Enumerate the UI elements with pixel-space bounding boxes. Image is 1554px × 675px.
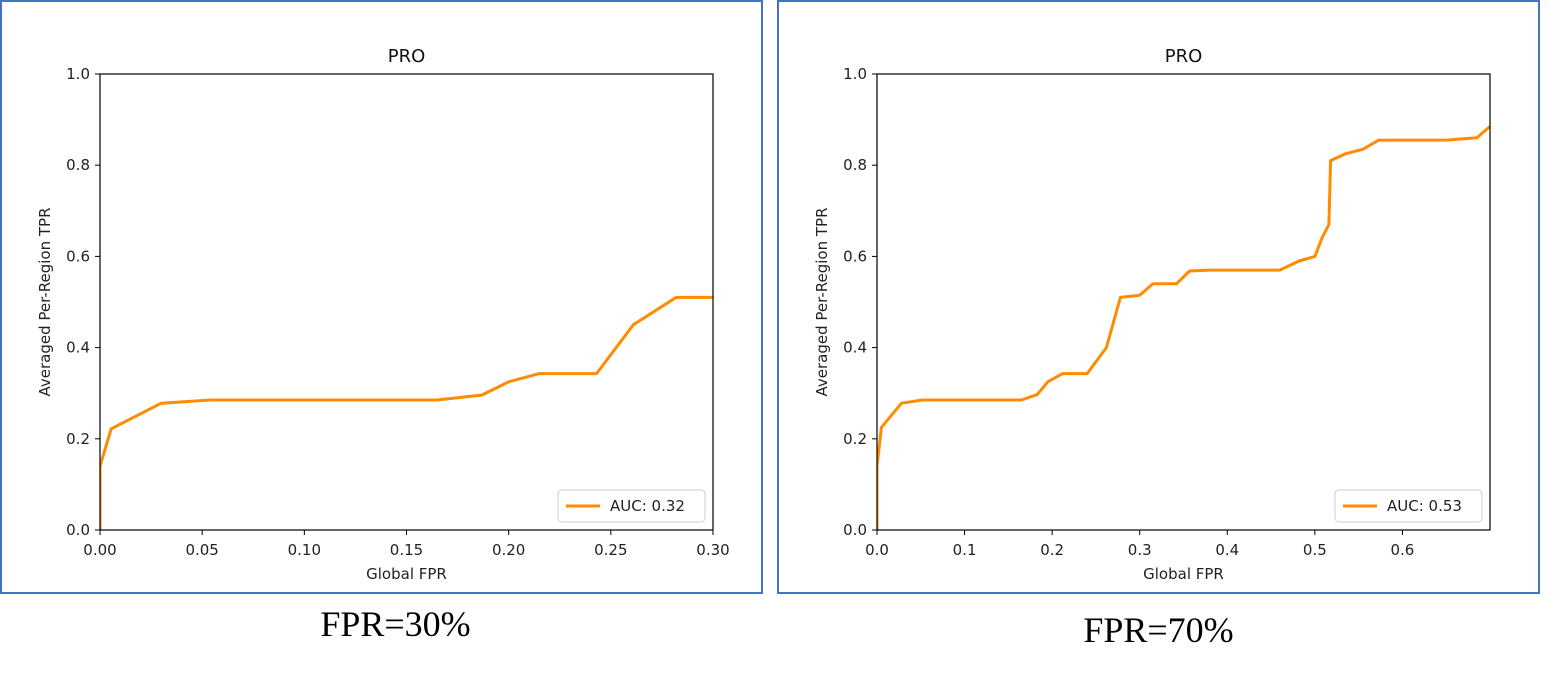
x-tick-label: 0.0 — [865, 541, 889, 559]
y-tick-label: 0.8 — [843, 156, 867, 174]
legend-label: AUC: 0.32 — [610, 497, 685, 515]
y-tick-label: 0.2 — [843, 430, 867, 448]
caption-fpr70: FPR=70% — [1083, 610, 1234, 650]
x-tick-label: 0.20 — [492, 541, 525, 559]
x-tick-label: 0.10 — [288, 541, 321, 559]
legend-box — [557, 489, 706, 523]
x-tick-label: 0.1 — [953, 541, 977, 559]
x-tick-label: 0.3 — [1128, 541, 1152, 559]
x-tick-label: 0.15 — [390, 541, 423, 559]
y-axis-label: Averaged Per-Region TPR — [813, 208, 831, 397]
x-tick-label: 0.6 — [1390, 541, 1414, 559]
legend-box — [1334, 489, 1483, 523]
caption-fpr30: FPR=30% — [320, 604, 471, 644]
x-tick-label: 0.2 — [1040, 541, 1064, 559]
y-tick-label: 0.6 — [843, 247, 867, 265]
x-axis-label: Global FPR — [1143, 565, 1224, 583]
y-tick-label: 1.0 — [66, 65, 90, 83]
chart-panel-fpr70: 0.0 0.1 0.2 0.3 0.4 0.5 0.6 0.0 0.2 0.4 0.6 0.8 1.0 P… — [777, 0, 1540, 594]
chart-title: PRO — [1165, 46, 1203, 67]
chart-title: PRO — [388, 46, 426, 67]
x-tick-label: 0.30 — [696, 541, 729, 559]
y-tick-label: 0.4 — [66, 339, 90, 357]
x-tick-label: 0.4 — [1215, 541, 1239, 559]
y-tick-label: 0.0 — [843, 521, 867, 539]
y-axis-label: Averaged Per-Region TPR — [36, 208, 54, 397]
pro-chart-fpr30: 0.00 0.05 0.10 0.15 0.20 0.25 0.30 0.0 0.2 0.4 0.6… — [36, 46, 730, 583]
plot-frame — [99, 73, 714, 531]
series-line-0 — [877, 125, 1491, 530]
x-tick-label: 0.05 — [185, 541, 218, 559]
chart-panel-fpr30: 0.00 0.05 0.10 0.15 0.20 0.25 0.30 0.0 0.2 0.4 0.6… — [0, 0, 763, 594]
plot-frame — [876, 73, 1491, 531]
x-axis-label: Global FPR — [366, 565, 447, 583]
y-tick-label: 0.8 — [66, 156, 90, 174]
x-tick-label: 0.25 — [594, 541, 627, 559]
x-tick-label: 0.5 — [1303, 541, 1327, 559]
y-tick-label: 0.6 — [66, 247, 90, 265]
y-tick-label: 1.0 — [843, 65, 867, 83]
x-tick-label: 0.00 — [83, 541, 116, 559]
pro-chart-fpr70: 0.0 0.1 0.2 0.3 0.4 0.5 0.6 0.0 0.2 0.4 0.6 0.8 1.0 P… — [813, 46, 1491, 583]
series-line-0 — [100, 295, 713, 530]
legend-label: AUC: 0.53 — [1387, 497, 1462, 515]
y-tick-label: 0.0 — [66, 521, 90, 539]
y-tick-label: 0.2 — [66, 430, 90, 448]
y-tick-label: 0.4 — [843, 339, 867, 357]
